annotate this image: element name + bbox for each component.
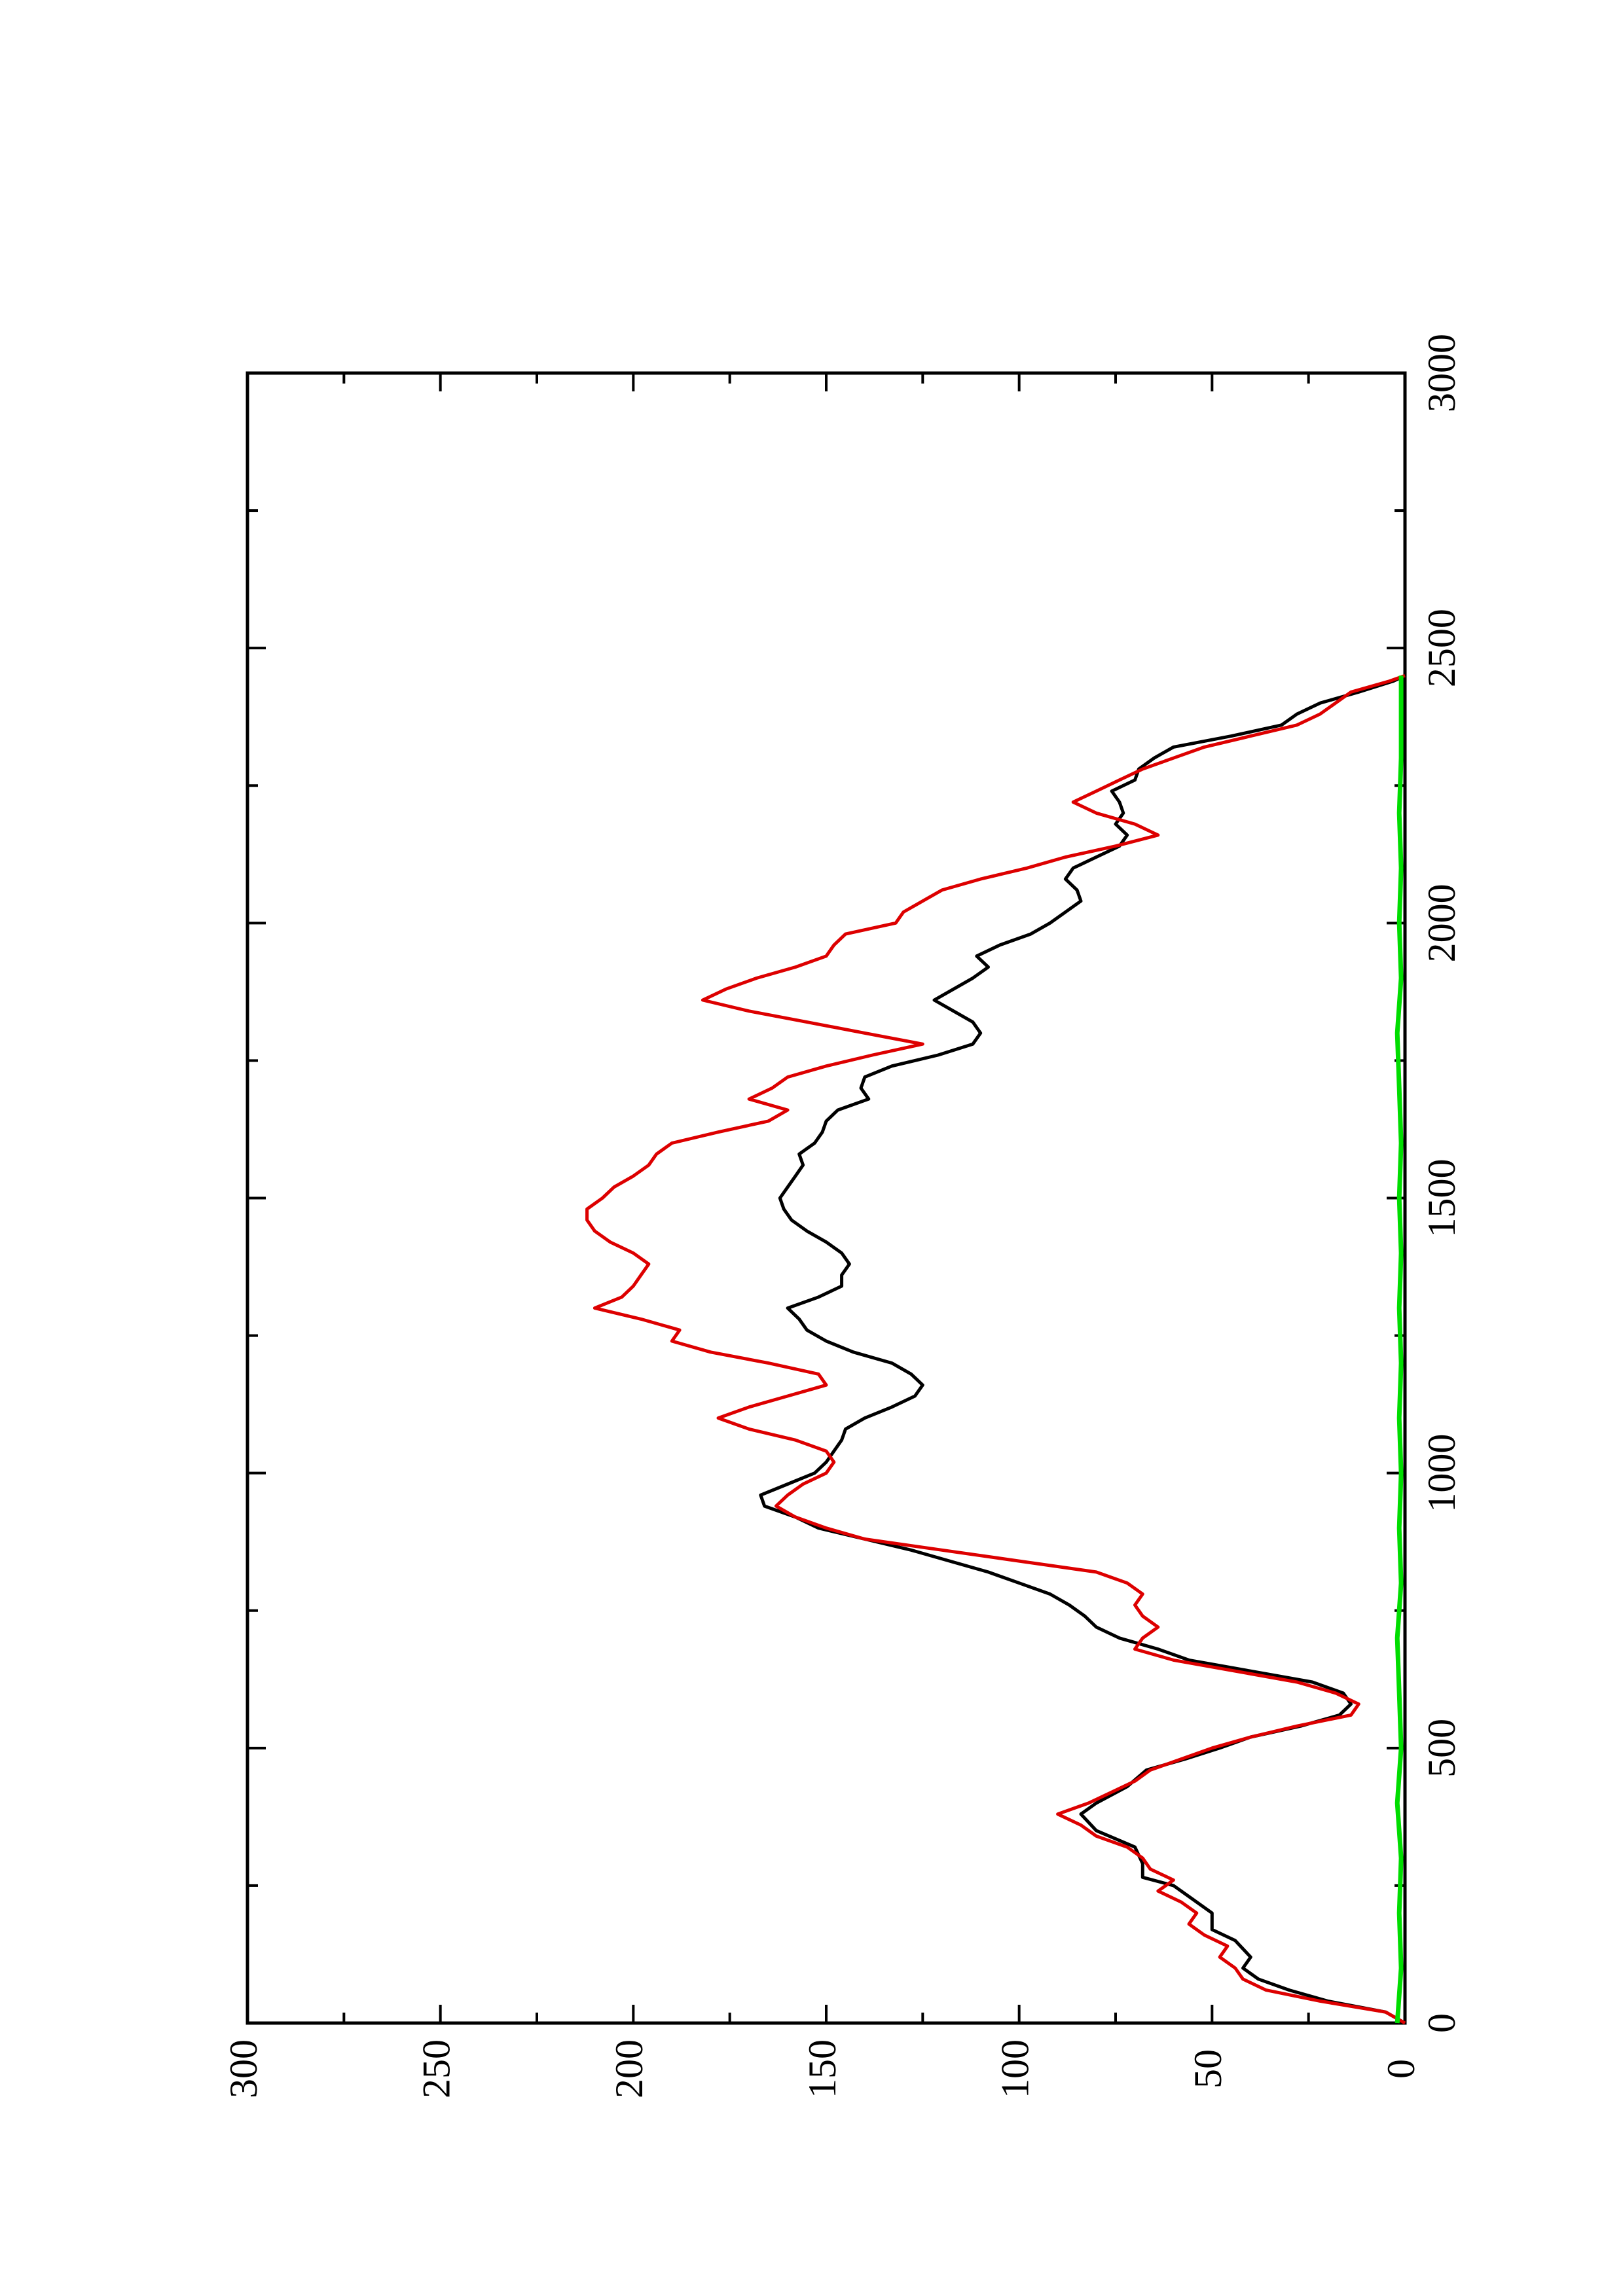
y-tick-label: 0 bbox=[1379, 2059, 1423, 2079]
y-tick-label: 50 bbox=[1186, 2049, 1230, 2089]
x-tick-label: 0 bbox=[1420, 2013, 1463, 2033]
x-tick-label: 3000 bbox=[1420, 334, 1463, 412]
x-tick-label: 2000 bbox=[1420, 884, 1463, 962]
x-tick-label: 1500 bbox=[1420, 1159, 1463, 1238]
series-line-3 bbox=[1395, 675, 1404, 2024]
y-tick-label: 200 bbox=[608, 2039, 651, 2098]
series-line-2 bbox=[585, 673, 1406, 2025]
x-tick-label: 500 bbox=[1420, 1719, 1463, 1778]
tick-marks bbox=[246, 372, 1406, 2024]
data-series bbox=[585, 673, 1406, 2025]
y-tick-label: 150 bbox=[801, 2039, 844, 2098]
tick-labels: 0 500 1000 1500 2000 2500 3000 0 50 100 150 200 250 3… bbox=[222, 334, 1463, 2098]
plot-frame bbox=[246, 371, 1407, 2025]
y-tick-label: 100 bbox=[993, 2039, 1036, 2098]
y-tick-label: 300 bbox=[222, 2039, 265, 2098]
x-tick-label: 2500 bbox=[1420, 609, 1463, 687]
y-tick-label: 250 bbox=[414, 2039, 458, 2098]
series-line-1 bbox=[759, 673, 1406, 2025]
x-tick-label: 1000 bbox=[1420, 1434, 1463, 1513]
